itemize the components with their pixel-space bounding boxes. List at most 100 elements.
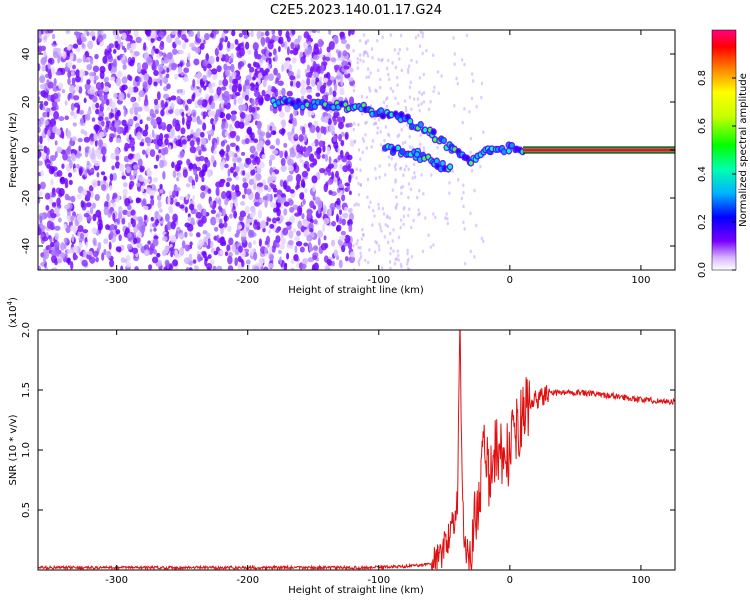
noise-blob <box>194 173 199 183</box>
noise-blob <box>79 69 86 78</box>
noise-blob <box>269 183 274 188</box>
noise-blob <box>137 95 141 103</box>
noise-blob <box>307 41 312 46</box>
noise-blob <box>338 217 342 225</box>
noise-blob <box>344 182 350 187</box>
noise-blob <box>469 211 472 216</box>
noise-blob <box>143 214 148 221</box>
noise-blob <box>344 256 349 262</box>
noise-blob <box>245 218 250 224</box>
y-tick-label: 2.0 <box>21 322 32 338</box>
noise-blob <box>321 94 328 100</box>
noise-blob <box>337 146 341 154</box>
noise-blob <box>156 194 162 201</box>
y-tick-label: -20 <box>21 190 32 206</box>
noise-blob <box>453 52 456 56</box>
noise-blob <box>361 227 364 232</box>
noise-blob <box>52 92 59 100</box>
noise-blob <box>395 256 398 261</box>
noise-blob <box>201 176 205 183</box>
noise-blob <box>359 58 362 62</box>
noise-blob <box>294 212 301 217</box>
noise-blob <box>186 134 192 142</box>
noise-blob <box>111 101 116 110</box>
noise-blob <box>352 84 356 88</box>
noise-blob <box>169 128 175 138</box>
noise-blob <box>81 42 85 48</box>
noise-blob <box>38 190 43 197</box>
noise-blob <box>292 117 297 127</box>
noise-blob <box>313 219 318 225</box>
noise-blob <box>440 74 443 78</box>
noise-blob <box>181 116 185 126</box>
noise-blob <box>222 94 226 99</box>
noise-blob <box>66 129 72 139</box>
noise-blob <box>128 75 133 82</box>
noise-blob <box>115 246 122 252</box>
noise-blob <box>152 59 156 68</box>
noise-blob <box>228 83 233 90</box>
noise-blob <box>66 249 74 254</box>
noise-blob <box>53 110 60 120</box>
noise-blob <box>408 95 412 100</box>
noise-blob <box>142 205 149 210</box>
noise-blob <box>106 250 112 259</box>
noise-blob <box>226 144 230 153</box>
noise-blob <box>350 30 355 35</box>
noise-blob <box>138 174 143 182</box>
noise-blob <box>382 212 386 216</box>
noise-blob <box>469 150 472 155</box>
noise-blob <box>133 116 138 122</box>
noise-blob <box>274 228 280 234</box>
noise-blob <box>299 246 305 253</box>
noise-blob <box>184 206 188 214</box>
noise-blob <box>172 118 177 128</box>
noise-blob <box>160 109 165 117</box>
noise-blob <box>187 52 191 61</box>
noise-blob <box>302 198 306 205</box>
noise-blob <box>258 140 263 147</box>
noise-blob <box>245 259 251 265</box>
noise-blob <box>380 58 383 63</box>
noise-blob <box>39 181 46 190</box>
noise-blob <box>142 81 148 89</box>
noise-blob <box>408 134 411 139</box>
track-point <box>400 149 405 154</box>
noise-blob <box>366 38 370 43</box>
noise-blob <box>256 221 261 229</box>
noise-blob <box>43 101 49 107</box>
noise-blob <box>151 113 157 119</box>
noise-blob <box>130 209 136 216</box>
noise-blob <box>422 72 426 77</box>
noise-blob <box>120 265 124 270</box>
noise-blob <box>85 241 89 247</box>
noise-blob <box>388 260 392 264</box>
noise-blob <box>234 184 240 193</box>
noise-blob <box>244 94 249 101</box>
noise-blob <box>356 56 359 61</box>
noise-blob <box>70 260 74 270</box>
noise-blob <box>226 244 231 252</box>
noise-blob <box>214 141 217 149</box>
noise-blob <box>220 100 224 109</box>
noise-blob <box>385 66 389 71</box>
noise-blob <box>225 190 232 199</box>
noise-blob <box>55 104 59 111</box>
noise-blob <box>347 219 353 226</box>
noise-blob <box>286 36 291 43</box>
noise-blob <box>107 212 112 218</box>
noise-blob <box>279 179 284 188</box>
noise-blob <box>41 152 47 161</box>
colorbar-tick-label: 0.8 <box>697 70 708 86</box>
colorbar-tick-label: 0.0 <box>697 262 708 278</box>
noise-blob <box>93 132 98 141</box>
noise-blob <box>133 51 140 57</box>
noise-blob <box>156 134 161 141</box>
noise-blob <box>379 225 382 230</box>
noise-blob <box>374 167 377 171</box>
noise-blob <box>133 237 138 245</box>
noise-blob <box>394 96 397 101</box>
noise-blob <box>64 182 69 189</box>
track-point <box>315 100 320 105</box>
noise-blob <box>287 70 294 77</box>
